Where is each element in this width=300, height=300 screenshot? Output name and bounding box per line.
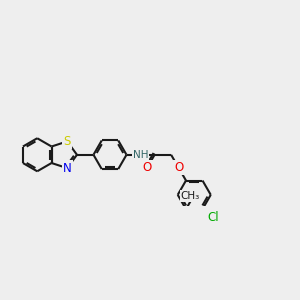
Text: CH₃: CH₃ (181, 191, 200, 201)
Text: N: N (63, 162, 72, 175)
Text: S: S (64, 135, 71, 148)
Text: O: O (174, 161, 183, 174)
Text: Cl: Cl (208, 212, 219, 224)
Text: NH: NH (133, 150, 148, 160)
Text: O: O (142, 161, 152, 174)
